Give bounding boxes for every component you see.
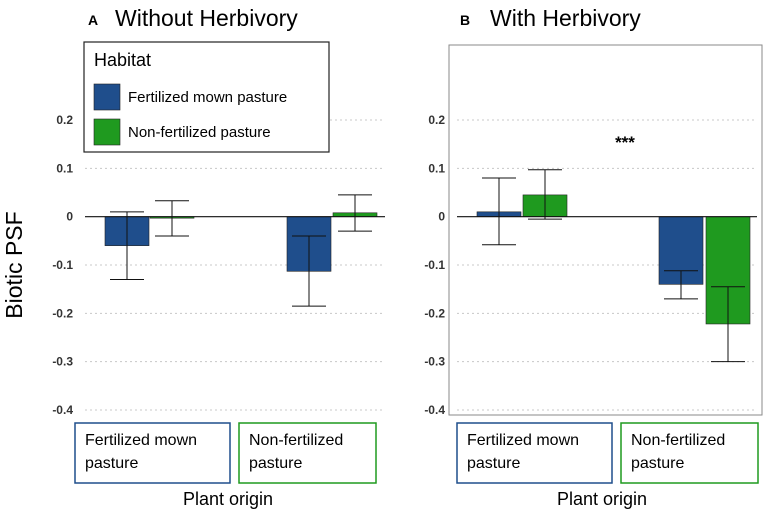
significance-annotation: *** — [615, 133, 635, 152]
y-tick-label: 0.2 — [428, 113, 445, 127]
category-label: pasture — [631, 455, 684, 472]
y-tick-label: 0.2 — [56, 113, 73, 127]
panel-letter: B — [460, 12, 470, 28]
category-box — [456, 422, 613, 484]
y-tick-label: -0.1 — [52, 258, 73, 272]
y-tick-label: -0.2 — [52, 306, 73, 320]
panel-letter: A — [88, 12, 98, 28]
y-axis-label: Biotic PSF — [1, 211, 27, 318]
legend-label: Non-fertilized pasture — [128, 124, 271, 141]
y-tick-label: 0.1 — [56, 161, 73, 175]
category-label: pasture — [249, 455, 302, 472]
y-tick-label: -0.2 — [424, 306, 445, 320]
category-label: Fertilized mown — [467, 432, 579, 449]
y-tick-label: 0 — [438, 210, 445, 224]
category-label: Non-fertilized — [249, 432, 343, 449]
legend: Habitat Fertilized mown pasture Non-fertil… — [83, 41, 330, 153]
panel-title: Without Herbivory — [115, 5, 298, 31]
y-tick-label: -0.4 — [424, 403, 445, 417]
y-tick-label: 0.1 — [428, 161, 445, 175]
category-label: Fertilized mown — [85, 432, 197, 449]
x-axis-label: Plant origin — [183, 489, 273, 509]
legend-swatch — [93, 118, 121, 146]
legend-label: Fertilized mown pasture — [128, 89, 287, 106]
y-tick-label: 0 — [66, 210, 73, 224]
x-axis-label: Plant origin — [557, 489, 647, 509]
legend-title: Habitat — [94, 50, 151, 70]
category-box — [238, 422, 377, 484]
y-tick-label: -0.4 — [52, 403, 73, 417]
category-box — [74, 422, 231, 484]
category-label: pasture — [85, 455, 138, 472]
category-label: pasture — [467, 455, 520, 472]
legend-swatch — [93, 83, 121, 111]
y-tick-label: -0.3 — [424, 355, 445, 369]
panel-b-frame — [448, 44, 763, 416]
panel-title: With Herbivory — [490, 5, 641, 31]
category-label: Non-fertilized — [631, 432, 725, 449]
legend-box — [83, 41, 330, 153]
y-tick-label: -0.3 — [52, 355, 73, 369]
y-tick-label: -0.1 — [424, 258, 445, 272]
panel-b: B With Herbivory 0.2 0.1 0 -0.1 -0.2 -0.3 -0.4 **… — [424, 5, 759, 509]
category-box — [620, 422, 759, 484]
